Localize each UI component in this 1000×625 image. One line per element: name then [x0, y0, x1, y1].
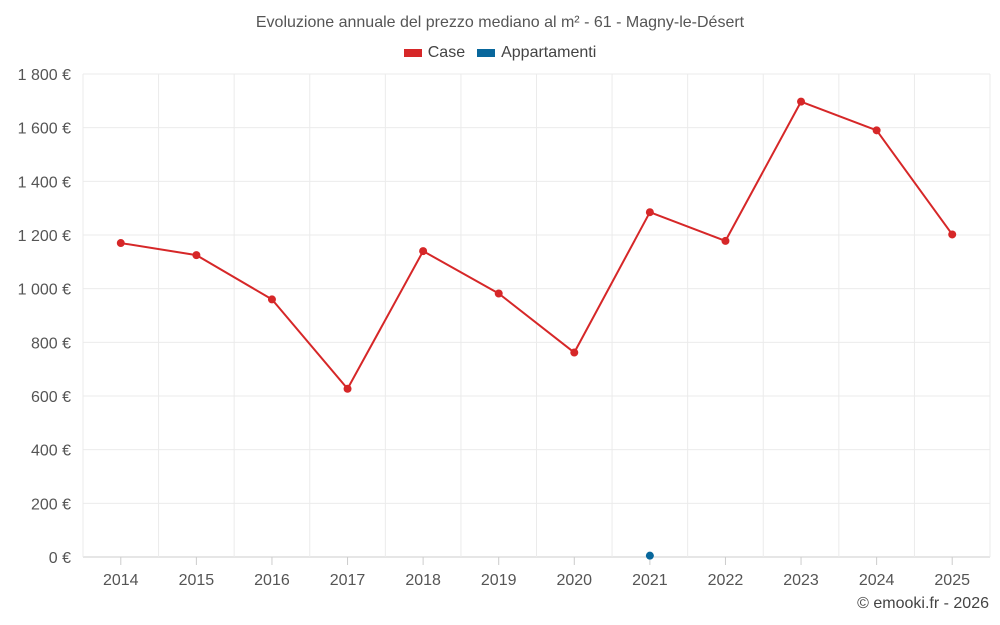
x-tick-label: 2019 — [481, 572, 517, 589]
x-tick-label: 2025 — [934, 572, 970, 589]
y-tick-label: 400 € — [31, 443, 71, 460]
x-tick-label: 2014 — [103, 572, 139, 589]
series-appartamenti — [645, 551, 654, 560]
data-point — [797, 97, 806, 106]
data-point — [494, 289, 503, 298]
x-tick-label: 2023 — [783, 572, 819, 589]
y-tick-label: 1 400 € — [18, 174, 71, 191]
y-axis-ticks: 0 € 200 € 400 € 600 € 800 € 1 000 € 1 200 € 1 4… — [18, 67, 71, 567]
x-tick-label: 2016 — [254, 572, 290, 589]
data-point — [267, 295, 276, 304]
x-tick-label: 2018 — [405, 572, 441, 589]
y-tick-label: 800 € — [31, 335, 71, 352]
chart-legend: Case Appartamenti — [0, 44, 1000, 62]
x-tick-label: 2020 — [556, 572, 592, 589]
chart-grid — [82, 73, 991, 558]
data-point — [192, 251, 201, 260]
data-point — [872, 126, 881, 135]
x-axis-ticks: 2014 2015 2016 2017 2018 2019 2020 2021 2022 2023… — [103, 557, 970, 589]
x-tick-label: 2022 — [708, 572, 744, 589]
y-tick-label: 1 200 € — [18, 228, 71, 245]
x-tick-label: 2024 — [859, 572, 895, 589]
y-tick-label: 0 € — [49, 550, 71, 567]
legend-item-case[interactable]: Case — [403, 44, 466, 62]
data-point — [343, 384, 352, 393]
series-case — [116, 97, 957, 393]
legend-swatch-case — [403, 49, 422, 57]
y-tick-label: 1 000 € — [18, 282, 71, 299]
data-point — [645, 551, 654, 560]
copyright-credit: © emooki.fr - 2026 — [857, 595, 989, 612]
data-point — [948, 230, 957, 239]
y-tick-label: 1 600 € — [18, 121, 71, 138]
y-tick-label: 600 € — [31, 389, 71, 406]
chart-title: Evoluzione annuale del prezzo mediano al… — [255, 14, 745, 31]
data-point — [116, 239, 125, 248]
legend-swatch-appartamenti — [477, 49, 496, 57]
legend-item-appartamenti[interactable]: Appartamenti — [477, 44, 596, 62]
data-point — [645, 208, 654, 217]
x-tick-label: 2021 — [632, 572, 668, 589]
data-point — [570, 348, 579, 357]
y-tick-label: 1 800 € — [18, 67, 71, 84]
x-tick-label: 2017 — [330, 572, 366, 589]
data-point — [419, 247, 428, 256]
data-point — [721, 236, 730, 245]
legend-label-case: Case — [427, 44, 466, 61]
series-line — [120, 100, 954, 390]
chart-series — [116, 97, 957, 560]
x-tick-label: 2015 — [179, 572, 215, 589]
legend-label-appartamenti: Appartamenti — [501, 44, 597, 61]
y-tick-label: 200 € — [31, 496, 71, 513]
